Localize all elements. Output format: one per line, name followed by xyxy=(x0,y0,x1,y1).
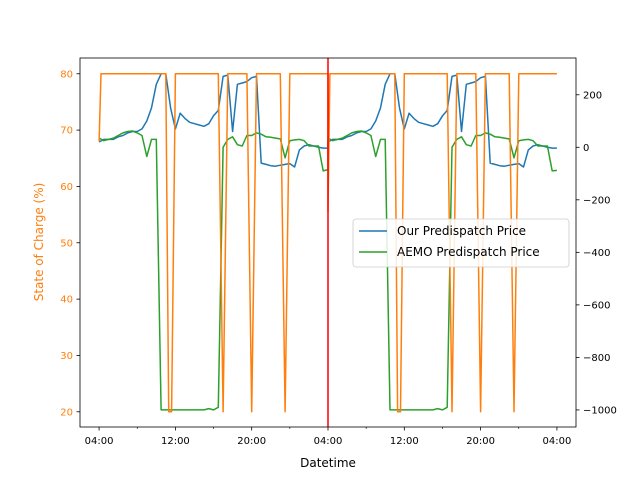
y-right-tick-label: −600 xyxy=(583,300,610,311)
x-tick-label: 20:00 xyxy=(237,436,266,447)
y-axis-left-label: State of Charge (%) xyxy=(32,183,46,302)
y-left-tick-label: 40 xyxy=(60,295,73,306)
legend-label: Our Predispatch Price xyxy=(397,224,526,238)
y-right-tick-label: 0 xyxy=(583,143,589,154)
x-axis: 04:00 12:00 20:00 04:00 12:00 20:00 04:00 xyxy=(85,427,572,447)
legend-label: AEMO Predispatch Price xyxy=(397,245,540,259)
x-tick-label: 12:00 xyxy=(390,436,419,447)
y-left-tick-label: 70 xyxy=(60,126,73,137)
plot-lines xyxy=(98,58,557,427)
y-right-tick-label: −800 xyxy=(583,353,610,364)
y-axis-left: 20 30 40 50 60 70 80 xyxy=(60,69,80,418)
x-tick-label: 12:00 xyxy=(161,436,190,447)
y-right-tick-label: −200 xyxy=(583,195,610,206)
x-tick-label: 04:00 xyxy=(85,436,114,447)
x-tick-label: 04:00 xyxy=(314,436,343,447)
y-left-tick-label: 30 xyxy=(60,351,73,362)
y-right-tick-label: −400 xyxy=(583,248,610,259)
y-right-tick-label: 200 xyxy=(583,90,602,101)
legend-box xyxy=(352,218,570,268)
x-axis-label: Datetime xyxy=(300,456,356,470)
y-left-tick-label: 50 xyxy=(60,238,73,249)
y-left-tick-label: 80 xyxy=(60,69,73,80)
x-tick-label: 04:00 xyxy=(543,436,572,447)
y-axis-right: 200 0 −200 −400 −600 −800 −1000 xyxy=(576,90,617,416)
legend: Our Predispatch Price AEMO Predispatch Pr… xyxy=(352,218,570,268)
y-left-tick-label: 20 xyxy=(60,407,73,418)
y-right-tick-label: −1000 xyxy=(583,405,617,416)
y-left-tick-label: 60 xyxy=(60,182,73,193)
x-tick-label: 20:00 xyxy=(466,436,495,447)
